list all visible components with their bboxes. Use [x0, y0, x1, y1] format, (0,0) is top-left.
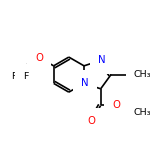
Text: CH₃: CH₃: [133, 70, 151, 79]
Text: O: O: [35, 53, 43, 62]
Text: F: F: [23, 72, 28, 81]
Text: O: O: [87, 116, 95, 126]
Text: F: F: [11, 72, 16, 81]
Text: O: O: [112, 100, 120, 110]
Text: N: N: [81, 78, 89, 88]
Text: CH₃: CH₃: [134, 108, 151, 117]
Text: N: N: [98, 55, 105, 65]
